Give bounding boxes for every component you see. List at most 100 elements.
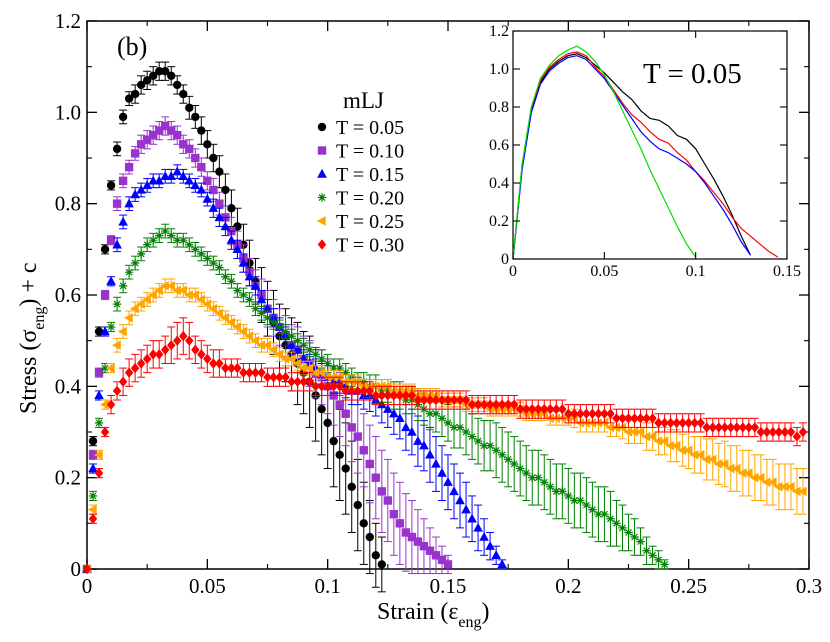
legend: T = 0.05T = 0.10T = 0.15T = 0.20T = 0.25… [316, 117, 404, 257]
y-tick-label: 0.4 [55, 374, 82, 398]
x-tick-label: 0.2 [555, 574, 581, 598]
data-point [263, 313, 272, 323]
data-point [642, 413, 651, 424]
data-point [130, 149, 140, 158]
data-point [576, 408, 585, 419]
data-point [455, 495, 465, 505]
data-point [738, 422, 748, 433]
data-point [142, 353, 152, 365]
data-point [522, 403, 531, 415]
data-point [791, 486, 801, 497]
data-point [437, 467, 447, 477]
data-point [124, 267, 134, 277]
data-point [623, 427, 633, 437]
data-point [155, 126, 164, 135]
data-point [244, 271, 255, 281]
data-point [570, 408, 579, 419]
data-point [635, 427, 645, 437]
x-tick-label: 0 [82, 574, 93, 598]
data-point [768, 426, 778, 438]
data-point [203, 140, 212, 149]
y-tick-label: 1.0 [55, 100, 81, 124]
data-point [630, 532, 639, 542]
data-point [341, 409, 350, 418]
data-point [395, 519, 405, 528]
inset-axis-ticks: 0 0.05 0.1 0.15 0 0.2 0.4 0.6 0.8 1.0 1.2 [489, 23, 801, 280]
data-point [105, 363, 115, 373]
data-point [262, 303, 273, 313]
data-point [762, 426, 772, 438]
data-point [154, 175, 164, 185]
data-point [425, 449, 435, 459]
data-point [437, 555, 447, 565]
y-axis-label-main: Stress (σ [16, 330, 42, 414]
data-point [311, 350, 320, 359]
data-point [648, 413, 657, 424]
inset-y-tick-label: 0.6 [489, 137, 509, 154]
data-point [106, 399, 116, 410]
data-point [191, 153, 200, 163]
data-point [503, 455, 513, 464]
data-point [719, 459, 729, 469]
data-point [714, 422, 723, 433]
data-point [377, 560, 387, 569]
data-point [461, 394, 471, 406]
data-point [630, 413, 639, 424]
data-point [124, 162, 134, 172]
data-point [353, 500, 362, 510]
data-point [191, 344, 200, 355]
data-point [221, 272, 230, 281]
data-point [88, 450, 98, 460]
data-point [148, 71, 158, 81]
data-point [196, 294, 206, 305]
data-point [594, 408, 603, 419]
data-point [659, 436, 669, 446]
data-point [437, 394, 447, 406]
data-point [287, 331, 296, 341]
data-point [485, 441, 495, 450]
data-point [341, 464, 350, 473]
data-point [689, 450, 699, 460]
data-point [335, 381, 344, 392]
data-point [94, 418, 104, 428]
data-point [732, 422, 741, 433]
data-point [185, 335, 194, 346]
data-point [106, 181, 116, 190]
data-point [118, 216, 128, 226]
data-point [233, 362, 242, 374]
data-point [178, 171, 189, 180]
data-point [293, 336, 302, 345]
y-tick-label: 0 [71, 557, 82, 581]
data-point [726, 422, 735, 433]
data-point [268, 345, 278, 355]
data-point [136, 184, 146, 194]
data-point [365, 459, 374, 469]
data-point [220, 221, 231, 231]
data-point [148, 175, 158, 185]
data-point [365, 385, 374, 397]
data-point [250, 280, 261, 290]
data-point [227, 362, 236, 374]
data-point [425, 546, 435, 555]
data-point [335, 363, 344, 373]
data-point [606, 514, 615, 523]
data-point [203, 254, 212, 263]
data-point [696, 417, 705, 429]
data-point [503, 399, 513, 410]
data-point [485, 399, 495, 410]
data-point [257, 309, 266, 318]
legend-label: T = 0.30 [336, 235, 404, 257]
inset-x-tick-label: 0.05 [590, 263, 618, 280]
data-point [148, 130, 158, 140]
data-point [642, 546, 651, 555]
data-point [203, 176, 212, 186]
data-point [389, 510, 399, 519]
data-point [106, 276, 116, 285]
data-point [232, 322, 242, 332]
data-point [87, 504, 97, 515]
data-point [275, 322, 284, 332]
data-point [660, 560, 669, 569]
data-point [437, 414, 447, 423]
data-point [647, 431, 657, 442]
data-point [106, 236, 116, 245]
